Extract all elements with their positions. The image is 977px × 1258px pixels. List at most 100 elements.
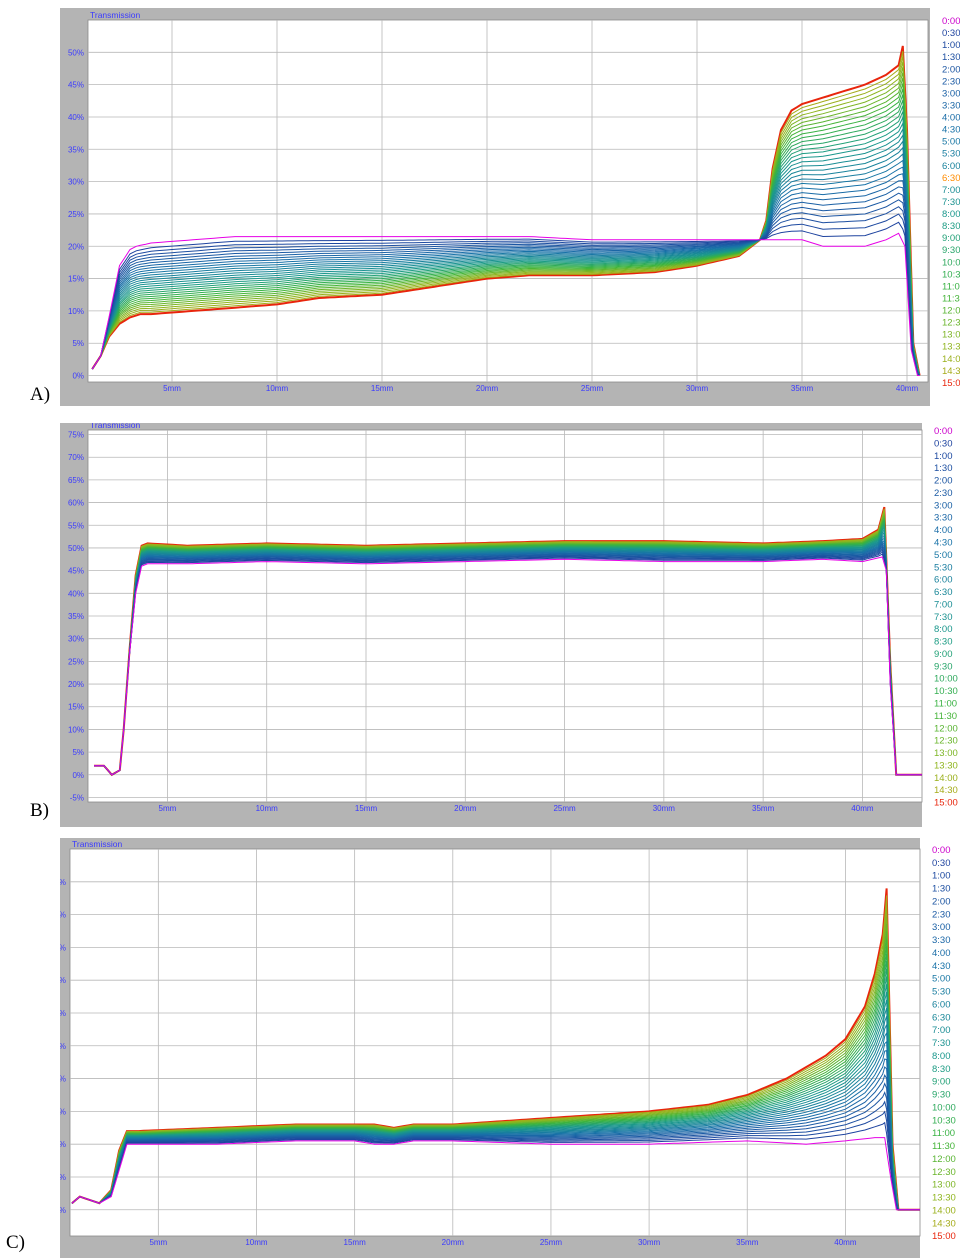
legend-entry: 8:30 xyxy=(942,221,960,232)
y-tick-label: 5% xyxy=(60,1173,66,1182)
legend-entry: 10:00 xyxy=(932,1102,956,1113)
series-line-1:30 xyxy=(94,549,922,776)
series-line-12:30 xyxy=(91,72,921,376)
y-tick-label: 30% xyxy=(68,635,84,644)
legend-entry: 9:00 xyxy=(932,1077,951,1088)
chart-panel-a: Transmission 5mm 10mm 15mm 20mm 25mm 30mm 35mm 4… xyxy=(60,8,960,406)
legend-entry: 9:30 xyxy=(942,245,960,256)
y-tick-label: 25% xyxy=(68,657,84,666)
series-line-7:00 xyxy=(91,133,921,376)
series-line-15:00 xyxy=(91,45,921,376)
series-line-6:00 xyxy=(94,536,922,776)
legend-entry: 3:30 xyxy=(934,513,953,524)
legend-entry: 5:30 xyxy=(942,149,960,160)
legend-entry: 13:00 xyxy=(932,1180,956,1191)
series-line-2:00 xyxy=(91,199,920,376)
series-line-0:00 xyxy=(71,1137,920,1211)
series-line-3:00 xyxy=(94,544,922,776)
x-tick-label: 30mm xyxy=(653,804,676,813)
legend-entry: 7:00 xyxy=(932,1025,951,1036)
legend-entry: 11:00 xyxy=(934,699,957,710)
legend-entry: 9:00 xyxy=(942,233,960,244)
series-line-7:30 xyxy=(94,530,922,776)
legend-entry: 10:00 xyxy=(934,674,958,685)
x-tick-label: 40mm xyxy=(851,804,874,813)
legend-entry: 7:00 xyxy=(942,185,960,196)
series-line-6:30 xyxy=(91,140,921,376)
legend-entry: 4:00 xyxy=(932,948,951,959)
legend-entry: 2:30 xyxy=(932,909,951,920)
y-tick-label: 30% xyxy=(68,178,84,187)
series-line-9:00 xyxy=(91,111,921,376)
series-line-3:00 xyxy=(91,186,921,376)
y-tick-label: 0% xyxy=(60,1206,66,1215)
legend-entry: 1:00 xyxy=(932,871,951,882)
legend-entry: 5:00 xyxy=(942,137,960,148)
legend-entry: 9:00 xyxy=(934,649,953,660)
legend-entry: 0:30 xyxy=(932,858,951,869)
x-tick-label: 25mm xyxy=(540,1238,563,1247)
series-line-2:00 xyxy=(94,547,922,776)
legend-entry: 11:00 xyxy=(932,1128,955,1139)
series-line-5:00 xyxy=(71,1040,920,1211)
legend-entry: 8:30 xyxy=(932,1064,951,1075)
panel-label-a: A) xyxy=(30,384,51,405)
legend-entry: 13:30 xyxy=(942,342,960,353)
y-tick-label: 35% xyxy=(68,145,84,154)
x-tick-label: 20mm xyxy=(442,1238,465,1247)
x-tick-label: 20mm xyxy=(454,804,477,813)
legend-entry: 2:00 xyxy=(932,896,951,907)
series-line-2:00 xyxy=(71,1091,920,1211)
legend-entry: 3:30 xyxy=(942,100,960,111)
y-tick-label: 25% xyxy=(68,210,84,219)
series-line-8:30 xyxy=(91,115,921,376)
y-tick-label: 5% xyxy=(72,748,84,757)
series-line-3:30 xyxy=(94,543,922,776)
legend-entry: 4:30 xyxy=(932,961,951,972)
chart-title: Transmission xyxy=(90,423,140,430)
legend-entry: 15:00 xyxy=(932,1231,956,1242)
legend-entry: 6:30 xyxy=(942,173,960,184)
series-group xyxy=(71,888,920,1211)
legend-entry: 6:00 xyxy=(942,161,960,172)
x-tick-label: 40mm xyxy=(834,1238,857,1247)
y-tick-label: 10% xyxy=(68,725,84,734)
legend-entry: 9:30 xyxy=(934,661,953,672)
legend-entry: 12:00 xyxy=(934,723,958,734)
legend-entry: 10:30 xyxy=(932,1115,956,1126)
x-tick-label: 10mm xyxy=(256,804,279,813)
series-line-2:30 xyxy=(91,192,920,376)
y-tick-label: 0% xyxy=(72,771,84,780)
legend-entry: 11:30 xyxy=(942,293,960,304)
series-line-0:30 xyxy=(71,1121,920,1211)
legend-entry: 11:30 xyxy=(932,1141,955,1152)
legend-entry: 2:00 xyxy=(942,64,960,75)
series-line-7:30 xyxy=(91,127,921,376)
legend-entry: 1:30 xyxy=(932,884,951,895)
legend-entry: 12:30 xyxy=(932,1167,956,1178)
y-tick-label: 10% xyxy=(60,1140,66,1149)
x-tick-label: 40mm xyxy=(896,384,919,393)
panel-label-c: C) xyxy=(6,1232,25,1253)
series-line-6:00 xyxy=(91,146,921,376)
legend-entry: 6:30 xyxy=(934,587,953,598)
series-line-13:00 xyxy=(91,66,921,376)
y-tick-label: 45% xyxy=(68,81,84,90)
y-tick-label: 20% xyxy=(60,1075,66,1084)
legend-entry: 4:00 xyxy=(942,113,960,124)
series-line-0:30 xyxy=(94,553,922,776)
legend-entry: 8:00 xyxy=(934,624,953,635)
legend-entry: 10:30 xyxy=(942,269,960,280)
legend-entry: 4:30 xyxy=(934,537,953,548)
series-line-5:00 xyxy=(94,538,922,776)
legend-entry: 11:00 xyxy=(942,281,960,292)
y-tick-label: 40% xyxy=(68,113,84,122)
y-tick-label: 50% xyxy=(68,48,84,57)
x-tick-label: 10mm xyxy=(266,384,289,393)
y-tick-label: 45% xyxy=(68,567,84,576)
legend-entry: 0:00 xyxy=(934,426,953,437)
y-tick-label: 60% xyxy=(68,499,84,508)
legend-entry: 15:00 xyxy=(942,378,960,389)
y-tick-label: 50% xyxy=(60,878,66,887)
series-group xyxy=(94,506,922,777)
